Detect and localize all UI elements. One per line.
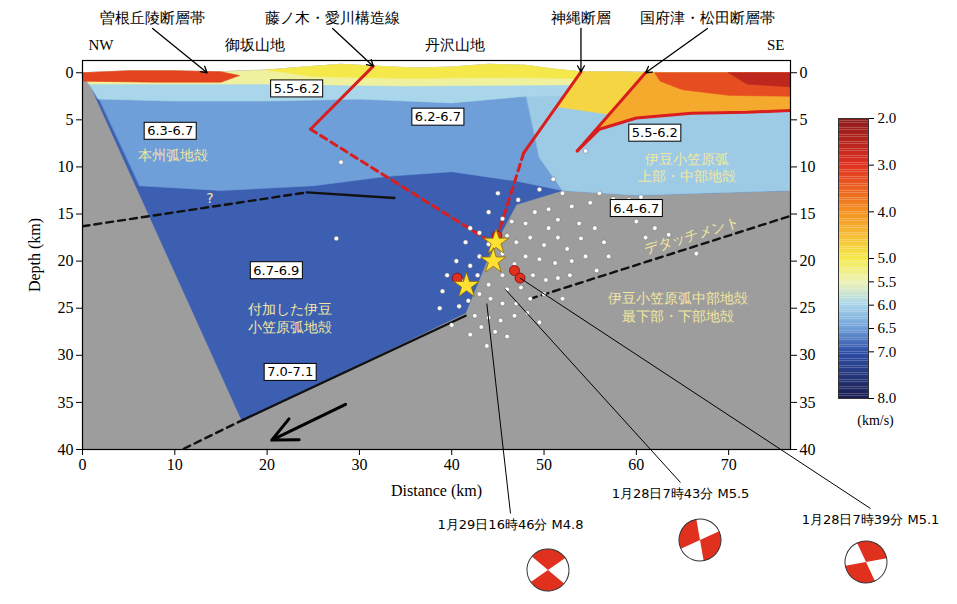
- svg-text:5.5-6.2: 5.5-6.2: [632, 125, 678, 140]
- svg-text:5.5-6.2: 5.5-6.2: [274, 81, 320, 96]
- svg-text:15: 15: [58, 205, 74, 222]
- svg-text:1月28日7時43分 M5.5: 1月28日7時43分 M5.5: [612, 486, 750, 501]
- svg-text:御坂山地: 御坂山地: [225, 36, 285, 54]
- svg-text:伊豆小笠原弧上部・中部地殻: 伊豆小笠原弧上部・中部地殻: [638, 151, 736, 185]
- svg-text:デタッチメント: デタッチメント: [642, 213, 740, 257]
- svg-text:4.0: 4.0: [878, 204, 897, 220]
- svg-text:国府津・松田断層帯: 国府津・松田断層帯: [640, 9, 775, 27]
- svg-text:10: 10: [800, 158, 816, 175]
- svg-text:6.5: 6.5: [878, 320, 897, 336]
- svg-text:曽根丘陵断層帯: 曽根丘陵断層帯: [100, 9, 205, 27]
- svg-text:5: 5: [800, 111, 808, 128]
- svg-text:40: 40: [444, 456, 460, 473]
- svg-text:5.5: 5.5: [878, 274, 897, 290]
- svg-text:7.0-7.1: 7.0-7.1: [267, 364, 313, 379]
- svg-text:10: 10: [58, 158, 74, 175]
- svg-text:?: ?: [206, 190, 213, 206]
- svg-text:5.0: 5.0: [878, 250, 897, 266]
- svg-text:6.3-6.7: 6.3-6.7: [147, 123, 193, 138]
- svg-text:1月29日16時46分 M4.8: 1月29日16時46分 M4.8: [438, 517, 584, 532]
- svg-text:35: 35: [58, 394, 74, 411]
- svg-text:30: 30: [58, 346, 74, 363]
- svg-text:40: 40: [58, 441, 74, 458]
- svg-text:35: 35: [800, 394, 816, 411]
- svg-text:50: 50: [536, 456, 552, 473]
- svg-text:0: 0: [800, 64, 808, 81]
- svg-text:60: 60: [628, 456, 644, 473]
- svg-text:40: 40: [800, 441, 816, 458]
- svg-text:6.4-6.7: 6.4-6.7: [613, 201, 659, 216]
- svg-text:7.0: 7.0: [878, 344, 897, 360]
- svg-text:25: 25: [800, 299, 816, 316]
- svg-text:付加した伊豆小笠原弧地殻: 付加した伊豆小笠原弧地殻: [247, 301, 332, 335]
- svg-text:6.2-6.7: 6.2-6.7: [415, 109, 461, 124]
- svg-text:8.0: 8.0: [878, 390, 897, 406]
- svg-text:20: 20: [58, 252, 74, 269]
- svg-text:15: 15: [800, 205, 816, 222]
- svg-text:Depth (km): Depth (km): [26, 218, 44, 292]
- svg-text:6.0: 6.0: [878, 297, 897, 313]
- svg-text:丹沢山地: 丹沢山地: [425, 36, 485, 54]
- svg-text:SE: SE: [767, 37, 785, 53]
- svg-text:神縄断層: 神縄断層: [551, 9, 611, 27]
- svg-text:30: 30: [351, 456, 367, 473]
- svg-text:本州弧地殻: 本州弧地殻: [138, 147, 208, 163]
- svg-text:伊豆小笠原弧中部地殻最下部・下部地殻: 伊豆小笠原弧中部地殻最下部・下部地殻: [608, 290, 748, 324]
- svg-text:1月28日7時39分 M5.1: 1月28日7時39分 M5.1: [802, 512, 940, 527]
- svg-text:Distance (km): Distance (km): [391, 482, 482, 500]
- svg-text:NW: NW: [89, 37, 115, 53]
- svg-text:5: 5: [66, 111, 74, 128]
- svg-text:20: 20: [800, 252, 816, 269]
- svg-text:20: 20: [259, 456, 275, 473]
- svg-text:70: 70: [721, 456, 737, 473]
- svg-text:30: 30: [800, 346, 816, 363]
- svg-text:0: 0: [79, 456, 87, 473]
- svg-text:藤ノ木・愛川構造線: 藤ノ木・愛川構造線: [265, 9, 400, 27]
- svg-text:(km/s): (km/s): [857, 413, 894, 429]
- svg-text:0: 0: [66, 64, 74, 81]
- svg-text:6.7-6.9: 6.7-6.9: [253, 263, 299, 278]
- svg-text:25: 25: [58, 299, 74, 316]
- svg-text:3.0: 3.0: [878, 157, 897, 173]
- svg-text:10: 10: [167, 456, 183, 473]
- svg-text:2.0: 2.0: [878, 110, 897, 126]
